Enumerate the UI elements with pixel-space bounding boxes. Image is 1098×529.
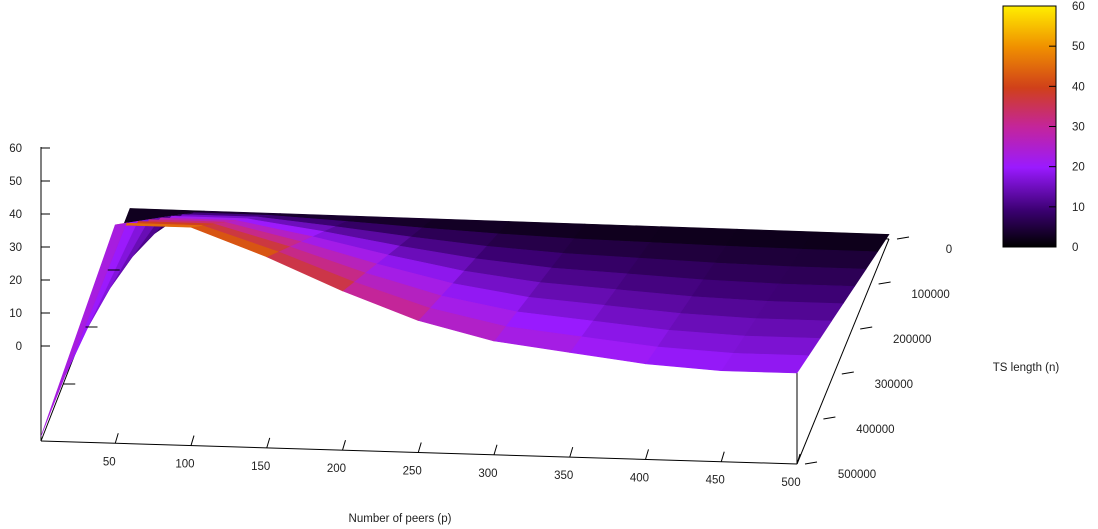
y-tick-label: 400000 xyxy=(856,424,894,436)
x-tick xyxy=(796,453,801,465)
y-tick xyxy=(841,371,854,375)
y-tick-label: 300000 xyxy=(875,379,913,391)
z-tick-label: 50 xyxy=(9,176,22,188)
surface-facet xyxy=(766,283,856,305)
colorbar-tick-label: 20 xyxy=(1072,162,1085,174)
y-tick xyxy=(860,326,873,330)
colorbar-tick-label: 40 xyxy=(1072,81,1085,93)
x-tick-label: 200 xyxy=(327,463,346,475)
surface-facet xyxy=(732,335,821,357)
x-tick-label: 400 xyxy=(630,472,649,484)
surface-facet xyxy=(778,266,867,287)
surface-facet xyxy=(755,300,844,322)
x-tick-label: 50 xyxy=(103,456,116,468)
axis-ticks: 50 100 150 200 250 300 350 400 450 50001000002000… xyxy=(9,143,952,489)
colorbar-gradient xyxy=(1002,5,1057,248)
axis-front-edge xyxy=(40,440,798,465)
x-tick-label: 100 xyxy=(175,459,194,471)
z-tick-label: 0 xyxy=(16,341,22,353)
y-tick-label: 0 xyxy=(946,244,952,256)
colorbar-tick-label: 0 xyxy=(1072,242,1078,254)
x-tick-label: 350 xyxy=(554,470,573,482)
z-tick-label: 40 xyxy=(9,209,22,221)
colorbar-tick-label: 50 xyxy=(1072,41,1085,53)
x-tick-label: 250 xyxy=(403,465,422,477)
z-tick-label: 10 xyxy=(9,308,22,320)
z-tick-label: 30 xyxy=(9,242,22,254)
x-axis-label: Number of peers (p) xyxy=(349,513,452,525)
x-tick xyxy=(720,451,725,462)
x-tick xyxy=(342,440,346,451)
colorbar-tick-label: 60 xyxy=(1072,1,1085,13)
surface-mesh xyxy=(40,208,890,437)
surface-facet xyxy=(789,248,879,270)
z-tick-label: 20 xyxy=(9,275,22,287)
colorbar: 0 10 20 30 40 50 60 xyxy=(1002,1,1085,254)
axis-right-edge xyxy=(796,238,890,465)
x-tick-label: 450 xyxy=(706,475,725,487)
y-tick-label: 200000 xyxy=(893,334,931,346)
y-tick xyxy=(878,281,891,285)
y-tick-label: 500000 xyxy=(838,469,876,481)
x-tick-label: 500 xyxy=(781,477,800,489)
colorbar-tick-label: 10 xyxy=(1072,202,1085,214)
surface-facet xyxy=(720,352,810,374)
y-axis-label: TS length (n) xyxy=(993,362,1060,374)
colorbar-tick-label: 30 xyxy=(1072,122,1085,134)
y-tick xyxy=(896,236,910,240)
x-tick xyxy=(266,437,271,449)
y-tick xyxy=(804,461,818,465)
x-tick xyxy=(493,444,498,455)
surface-facet xyxy=(40,222,127,437)
surface-facet xyxy=(800,231,890,253)
z-tick-label: 60 xyxy=(9,143,22,155)
x-tick xyxy=(114,433,119,444)
x-tick xyxy=(190,435,195,446)
y-tick xyxy=(823,416,836,420)
surface-facet xyxy=(743,318,833,339)
x-tick xyxy=(417,442,422,453)
x-tick-label: 150 xyxy=(251,461,270,473)
y-tick-label: 100000 xyxy=(911,289,949,301)
surface-facet xyxy=(724,228,814,250)
x-tick xyxy=(645,449,649,460)
x-tick-label: 300 xyxy=(478,468,497,480)
x-tick xyxy=(569,446,574,458)
